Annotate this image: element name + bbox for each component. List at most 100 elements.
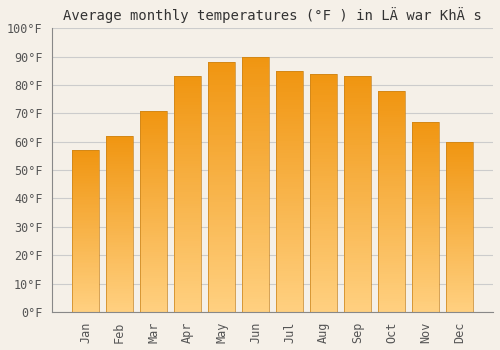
Bar [378, 91, 405, 93]
Bar [208, 95, 235, 97]
Bar [276, 268, 303, 271]
Bar [140, 139, 167, 141]
Bar [242, 261, 269, 264]
Bar [106, 147, 133, 148]
Bar [140, 270, 167, 272]
Bar [208, 62, 235, 65]
Bar [412, 152, 439, 154]
Bar [344, 171, 371, 173]
Bar [72, 222, 99, 223]
Bar [378, 257, 405, 259]
Bar [174, 218, 201, 220]
Bar [412, 287, 439, 289]
Bar [344, 302, 371, 305]
Bar [378, 193, 405, 195]
Bar [310, 250, 337, 252]
Bar [140, 229, 167, 231]
Bar [208, 75, 235, 77]
Bar [72, 228, 99, 230]
Bar [344, 159, 371, 161]
Bar [72, 285, 99, 286]
Bar [310, 88, 337, 90]
Bar [344, 112, 371, 114]
Bar [344, 211, 371, 213]
Bar [174, 244, 201, 246]
Bar [106, 254, 133, 256]
Bar [310, 200, 337, 202]
Bar [378, 111, 405, 113]
Bar [106, 193, 133, 194]
Bar [242, 166, 269, 169]
Bar [344, 192, 371, 194]
Bar [344, 93, 371, 95]
Bar [72, 196, 99, 197]
Bar [276, 254, 303, 257]
Bar [174, 105, 201, 107]
Bar [174, 175, 201, 178]
Bar [310, 207, 337, 210]
Bar [344, 149, 371, 152]
Bar [208, 62, 235, 312]
Bar [378, 250, 405, 252]
Bar [276, 295, 303, 298]
Bar [174, 253, 201, 255]
Bar [174, 173, 201, 175]
Bar [140, 205, 167, 207]
Bar [106, 308, 133, 310]
Bar [412, 194, 439, 196]
Bar [276, 95, 303, 97]
Bar [378, 263, 405, 266]
Bar [446, 258, 473, 259]
Bar [344, 284, 371, 286]
Bar [140, 258, 167, 260]
Bar [174, 182, 201, 185]
Bar [174, 149, 201, 152]
Bar [412, 166, 439, 168]
Bar [106, 229, 133, 231]
Bar [310, 78, 337, 81]
Bar [174, 124, 201, 126]
Bar [106, 233, 133, 234]
Bar [378, 177, 405, 179]
Bar [106, 277, 133, 279]
Bar [140, 266, 167, 268]
Bar [344, 208, 371, 211]
Bar [242, 90, 269, 92]
Bar [106, 143, 133, 145]
Bar [378, 241, 405, 243]
Bar [378, 221, 405, 223]
Bar [412, 301, 439, 302]
Bar [140, 185, 167, 187]
Bar [72, 178, 99, 179]
Bar [446, 203, 473, 205]
Bar [106, 166, 133, 168]
Bar [242, 212, 269, 215]
Bar [344, 145, 371, 147]
Bar [242, 248, 269, 251]
Bar [242, 169, 269, 171]
Bar [276, 244, 303, 247]
Bar [106, 252, 133, 254]
Bar [344, 76, 371, 312]
Bar [106, 136, 133, 312]
Bar [276, 220, 303, 223]
Bar [140, 125, 167, 127]
Bar [412, 299, 439, 301]
Bar [310, 236, 337, 238]
Bar [242, 151, 269, 154]
Bar [344, 102, 371, 105]
Bar [446, 293, 473, 295]
Bar [106, 222, 133, 224]
Bar [310, 231, 337, 233]
Bar [242, 85, 269, 87]
Bar [72, 273, 99, 275]
Bar [310, 284, 337, 286]
Bar [344, 258, 371, 260]
Bar [106, 141, 133, 143]
Bar [446, 280, 473, 281]
Bar [140, 252, 167, 253]
Bar [242, 126, 269, 128]
Bar [412, 226, 439, 228]
Bar [412, 240, 439, 242]
Bar [412, 124, 439, 126]
